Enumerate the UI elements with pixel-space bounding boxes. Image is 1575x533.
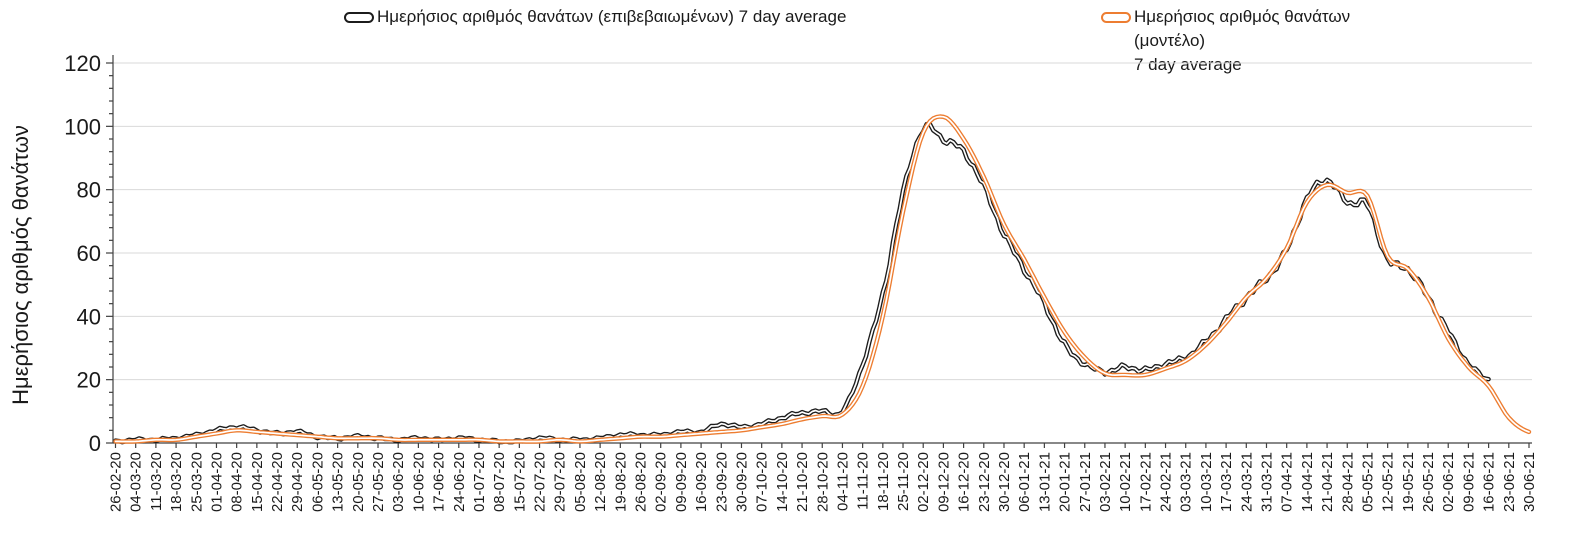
x-tick-label: 20-05-20 — [350, 452, 367, 512]
confirmed-series-marker-icon — [344, 12, 374, 23]
x-tick-label: 21-10-20 — [794, 452, 811, 512]
x-tick-label: 01-04-20 — [208, 452, 225, 512]
legend-label-model: Ημερήσιος αριθμός θανάτων (μοντέλο) 7 da… — [1134, 5, 1350, 77]
x-tick-label: 31-03-21 — [1258, 452, 1275, 512]
x-tick-label: 19-05-21 — [1400, 452, 1417, 512]
y-tick-label: 80 — [77, 178, 101, 203]
y-tick-label: 20 — [77, 368, 101, 393]
x-tick-label: 09-06-21 — [1460, 452, 1477, 512]
legend-item-model: Ημερήσιος αριθμός θανάτων (μοντέλο) 7 da… — [1101, 5, 1350, 77]
x-tick-label: 09-09-20 — [673, 452, 690, 512]
x-tick-label: 27-05-20 — [370, 452, 387, 512]
x-tick-label: 23-09-20 — [713, 452, 730, 512]
x-tick-label: 25-03-20 — [188, 452, 205, 512]
x-tick-label: 30-09-20 — [733, 452, 750, 512]
x-tick-label: 14-04-21 — [1299, 452, 1316, 512]
x-tick-label: 28-10-20 — [814, 452, 831, 512]
x-tick-label: 07-04-21 — [1279, 452, 1296, 512]
x-tick-label: 16-09-20 — [693, 452, 710, 512]
x-tick-label: 09-12-20 — [935, 452, 952, 512]
x-tick-label: 26-08-20 — [633, 452, 650, 512]
x-tick-label: 21-04-21 — [1319, 452, 1336, 512]
legend-label-model-line3: 7 day average — [1134, 55, 1242, 74]
x-tick-label: 12-05-21 — [1380, 452, 1397, 512]
legend-item-confirmed: Ημερήσιος αριθμός θανάτων (επιβεβαιωμένω… — [344, 5, 846, 29]
x-tick-label: 02-09-20 — [653, 452, 670, 512]
x-tick-label: 05-08-20 — [572, 452, 589, 512]
x-tick-label: 23-06-21 — [1501, 452, 1518, 512]
x-tick-label: 23-12-20 — [976, 452, 993, 512]
x-tick-label: 08-07-20 — [491, 452, 508, 512]
x-tick-label: 29-04-20 — [289, 452, 306, 512]
x-tick-label: 26-02-20 — [108, 452, 125, 512]
x-tick-label: 03-06-20 — [390, 452, 407, 512]
x-tick-label: 18-11-20 — [875, 452, 892, 511]
x-tick-label: 03-03-21 — [1178, 452, 1195, 512]
x-tick-label: 27-01-21 — [1077, 452, 1094, 512]
x-tick-label: 10-02-21 — [1117, 452, 1134, 512]
x-tick-label: 02-12-20 — [915, 452, 932, 512]
x-tick-label: 06-01-21 — [1016, 452, 1033, 512]
model-series-marker-icon — [1101, 12, 1131, 23]
x-tick-label: 28-04-21 — [1339, 452, 1356, 512]
x-tick-label: 07-10-20 — [754, 452, 771, 512]
x-tick-label: 24-03-21 — [1238, 452, 1255, 512]
y-tick-label: 120 — [64, 51, 101, 76]
x-tick-label: 11-11-20 — [855, 452, 872, 510]
x-tick-label: 18-03-20 — [168, 452, 185, 512]
x-tick-label: 30-12-20 — [996, 452, 1013, 512]
legend-label-model-line2: (μοντέλο) — [1134, 31, 1206, 50]
x-tick-label: 24-06-20 — [451, 452, 468, 512]
x-tick-label: 15-07-20 — [511, 452, 528, 512]
y-tick-label: 40 — [77, 304, 101, 329]
x-tick-label: 03-02-21 — [1097, 452, 1114, 512]
x-tick-label: 20-01-21 — [1057, 452, 1074, 512]
x-tick-label: 13-05-20 — [330, 452, 347, 512]
x-tick-label: 19-08-20 — [612, 452, 629, 512]
x-tick-label: 10-06-20 — [410, 452, 427, 512]
x-tick-label: 22-07-20 — [532, 452, 549, 512]
y-tick-label: 100 — [64, 114, 101, 139]
legend-label-confirmed: Ημερήσιος αριθμός θανάτων (επιβεβαιωμένω… — [377, 7, 847, 26]
series-model-line-core — [114, 115, 1530, 443]
x-tick-label: 15-04-20 — [249, 452, 266, 512]
x-tick-label: 04-03-20 — [128, 452, 145, 512]
x-tick-label: 22-04-20 — [269, 452, 286, 512]
x-tick-label: 06-05-20 — [309, 452, 326, 512]
x-tick-label: 24-02-21 — [1158, 452, 1175, 512]
x-tick-label: 16-06-21 — [1481, 452, 1498, 512]
x-tick-label: 02-06-21 — [1440, 452, 1457, 512]
x-tick-label: 17-06-20 — [431, 452, 448, 512]
x-tick-label: 05-05-21 — [1359, 452, 1376, 512]
series-model-line — [113, 114, 1532, 444]
series-confirmed-line-core — [114, 123, 1490, 444]
x-tick-label: 12-08-20 — [592, 452, 609, 512]
x-tick-label: 04-11-20 — [834, 452, 851, 511]
series-confirmed-line — [113, 121, 1491, 445]
y-tick-label: 60 — [77, 241, 101, 266]
x-tick-label: 10-03-21 — [1198, 452, 1215, 512]
x-tick-label: 25-11-20 — [895, 452, 912, 511]
x-tick-label: 13-01-21 — [1036, 452, 1053, 512]
y-tick-label: 0 — [89, 431, 101, 456]
legend-label-model-line1: Ημερήσιος αριθμός θανάτων — [1134, 7, 1351, 26]
x-tick-label: 30-06-21 — [1521, 452, 1538, 512]
x-tick-label: 11-03-20 — [148, 452, 165, 511]
x-tick-label: 17-03-21 — [1218, 452, 1235, 512]
x-tick-label: 26-05-21 — [1420, 452, 1437, 512]
x-tick-label: 01-07-20 — [471, 452, 488, 512]
x-tick-label: 17-02-21 — [1137, 452, 1154, 512]
x-tick-label: 08-04-20 — [229, 452, 246, 512]
x-tick-label: 14-10-20 — [774, 452, 791, 512]
x-tick-label: 16-12-20 — [956, 452, 973, 512]
x-tick-label: 29-07-20 — [552, 452, 569, 512]
